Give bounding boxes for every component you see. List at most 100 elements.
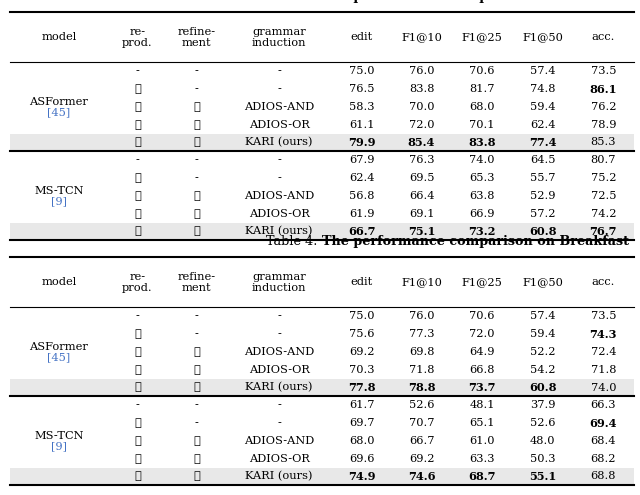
- Text: ✓: ✓: [193, 138, 200, 148]
- Text: [9]: [9]: [51, 196, 67, 206]
- Text: 73.7: 73.7: [468, 382, 496, 393]
- Text: [45]: [45]: [47, 352, 70, 362]
- Text: -: -: [195, 400, 198, 410]
- Text: 68.0: 68.0: [469, 102, 495, 112]
- Text: -: -: [277, 155, 281, 165]
- Text: refine-
ment: refine- ment: [177, 27, 216, 48]
- Text: 66.3: 66.3: [591, 400, 616, 410]
- Text: ASFormer: ASFormer: [29, 97, 88, 107]
- Text: 69.6: 69.6: [349, 454, 374, 464]
- Text: 75.0: 75.0: [349, 66, 374, 76]
- Text: 70.0: 70.0: [409, 102, 435, 112]
- Text: 76.7: 76.7: [589, 226, 617, 237]
- Text: Table 4:: Table 4:: [266, 235, 322, 248]
- Text: ✓: ✓: [134, 84, 141, 94]
- Text: F1@50: F1@50: [522, 32, 563, 43]
- Text: edit: edit: [351, 277, 373, 288]
- Text: ✓: ✓: [134, 138, 141, 148]
- Text: 65.1: 65.1: [469, 418, 495, 428]
- Text: 57.4: 57.4: [530, 66, 556, 76]
- Text: -: -: [195, 329, 198, 339]
- Text: 64.9: 64.9: [469, 347, 495, 357]
- Text: -: -: [136, 311, 140, 321]
- Text: ✓: ✓: [134, 383, 141, 393]
- Text: 78.8: 78.8: [408, 382, 435, 393]
- Text: F1@10: F1@10: [401, 277, 442, 288]
- Text: ADIOS-OR: ADIOS-OR: [249, 454, 310, 464]
- Text: -: -: [195, 66, 198, 76]
- Text: 77.3: 77.3: [409, 329, 435, 339]
- Text: model: model: [41, 277, 76, 288]
- Text: 68.0: 68.0: [349, 436, 374, 446]
- Text: 64.5: 64.5: [530, 155, 556, 165]
- Text: 66.7: 66.7: [409, 436, 435, 446]
- Text: 69.2: 69.2: [409, 454, 435, 464]
- Text: -: -: [195, 155, 198, 165]
- Bar: [10, 223, 634, 241]
- Text: 75.2: 75.2: [591, 173, 616, 183]
- Text: Table 3:: Table 3:: [266, 0, 322, 3]
- Text: 72.0: 72.0: [469, 329, 495, 339]
- Text: 66.4: 66.4: [409, 191, 435, 201]
- Text: 61.0: 61.0: [469, 436, 495, 446]
- Text: ✓: ✓: [193, 472, 200, 482]
- Text: 85.4: 85.4: [408, 137, 435, 148]
- Text: 76.5: 76.5: [349, 84, 374, 94]
- Text: ✓: ✓: [193, 454, 200, 464]
- Text: 58.3: 58.3: [349, 102, 374, 112]
- Text: ✓: ✓: [134, 365, 141, 375]
- Text: ✓: ✓: [193, 191, 200, 201]
- Text: ✓: ✓: [193, 209, 200, 219]
- Text: 59.4: 59.4: [530, 329, 556, 339]
- Text: 75.6: 75.6: [349, 329, 374, 339]
- Text: [45]: [45]: [47, 107, 70, 117]
- Text: 61.9: 61.9: [349, 209, 374, 219]
- Text: refine-
ment: refine- ment: [177, 272, 216, 293]
- Text: 52.6: 52.6: [530, 418, 556, 428]
- Text: grammar
induction: grammar induction: [252, 27, 307, 48]
- Text: 70.6: 70.6: [469, 311, 495, 321]
- Text: 69.2: 69.2: [349, 347, 374, 357]
- Text: 70.1: 70.1: [469, 120, 495, 130]
- Text: 83.8: 83.8: [409, 84, 435, 94]
- Text: 77.8: 77.8: [348, 382, 376, 393]
- Text: -: -: [277, 418, 281, 428]
- Text: 55.7: 55.7: [530, 173, 556, 183]
- Text: 86.1: 86.1: [589, 84, 617, 95]
- Text: ✓: ✓: [134, 454, 141, 464]
- Text: 75.0: 75.0: [349, 311, 374, 321]
- Text: 71.8: 71.8: [591, 365, 616, 375]
- Text: 65.3: 65.3: [469, 173, 495, 183]
- Text: 55.1: 55.1: [529, 471, 556, 482]
- Text: 37.9: 37.9: [530, 400, 556, 410]
- Text: 50.3: 50.3: [530, 454, 556, 464]
- Text: ADIOS-OR: ADIOS-OR: [249, 365, 310, 375]
- Text: -: -: [136, 155, 140, 165]
- Bar: [10, 379, 634, 396]
- Text: 74.8: 74.8: [530, 84, 556, 94]
- Text: ✓: ✓: [193, 227, 200, 237]
- Text: 59.4: 59.4: [530, 102, 556, 112]
- Text: The performance comparison on 50Salads: The performance comparison on 50Salads: [322, 0, 623, 3]
- Text: 70.6: 70.6: [469, 66, 495, 76]
- Text: F1@10: F1@10: [401, 32, 442, 43]
- Text: 60.8: 60.8: [529, 382, 556, 393]
- Text: 52.9: 52.9: [530, 191, 556, 201]
- Bar: [10, 134, 634, 151]
- Text: KARI (ours): KARI (ours): [245, 137, 313, 148]
- Text: ADIOS-OR: ADIOS-OR: [249, 209, 310, 219]
- Text: ✓: ✓: [193, 120, 200, 130]
- Text: 67.9: 67.9: [349, 155, 374, 165]
- Text: 72.4: 72.4: [591, 347, 616, 357]
- Text: 69.4: 69.4: [589, 418, 617, 429]
- Text: 52.6: 52.6: [409, 400, 435, 410]
- Text: 69.8: 69.8: [409, 347, 435, 357]
- Text: -: -: [195, 173, 198, 183]
- Text: 81.7: 81.7: [469, 84, 495, 94]
- Text: model: model: [41, 32, 76, 43]
- Text: 74.9: 74.9: [348, 471, 376, 482]
- Text: ✓: ✓: [134, 102, 141, 112]
- Text: ADIOS-AND: ADIOS-AND: [244, 347, 314, 357]
- Text: -: -: [195, 311, 198, 321]
- Text: 78.9: 78.9: [591, 120, 616, 130]
